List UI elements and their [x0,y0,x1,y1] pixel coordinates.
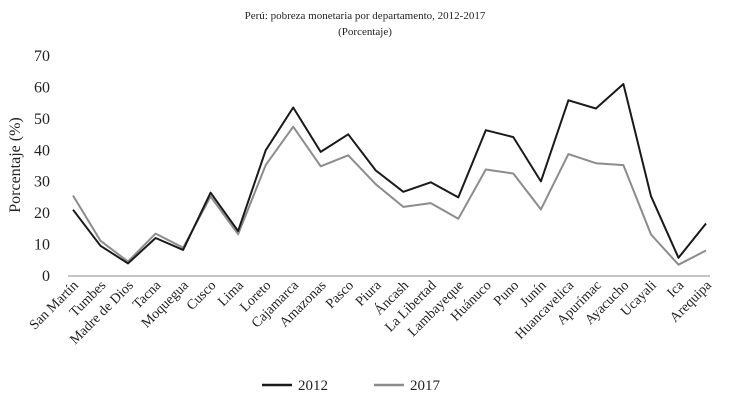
y-tick-label: 10 [34,237,50,254]
legend: 2012 2017 [262,378,441,394]
series-lines [72,83,707,266]
y-axis-ticks: 0 10 20 30 40 50 60 70 [34,48,50,285]
y-tick-label: 70 [34,48,50,65]
chart-subtitle: (Porcentaje) [338,26,392,38]
y-axis-label: Porcentaje (%) [7,117,24,213]
y-tick-label: 50 [34,111,50,128]
y-tick-label: 40 [34,142,50,159]
x-tick-label: Puno [491,278,522,309]
y-tick-label: 20 [34,205,50,222]
legend-label-2017: 2017 [410,378,441,394]
y-tick-label: 0 [42,268,50,285]
x-tick-label: Pasco [323,278,357,312]
legend-label-2012: 2012 [298,378,328,394]
series-line-2012 [72,83,707,265]
x-tick-label: Cusco [184,278,219,313]
y-tick-label: 30 [34,174,50,191]
chart-title: Perú: pobreza monetaria por departamento… [245,10,486,22]
series-line-2017 [72,125,707,266]
y-tick-label: 60 [34,79,50,96]
